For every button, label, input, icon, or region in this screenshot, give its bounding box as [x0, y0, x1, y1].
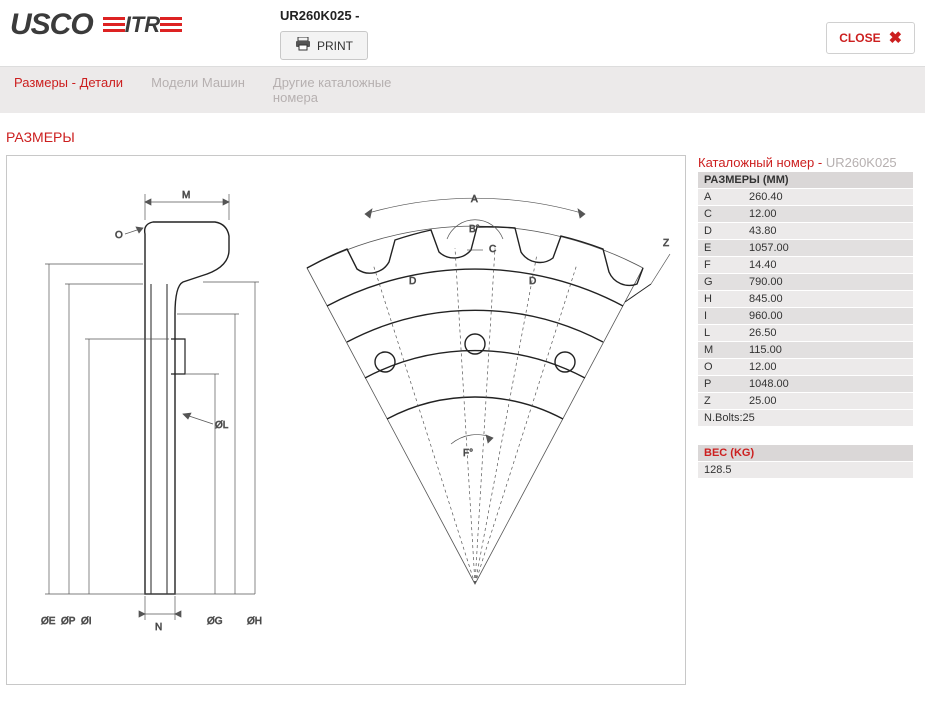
- logo-block: USCO ITR: [10, 8, 280, 42]
- spec-value: 960.00: [743, 308, 913, 325]
- spec-value: 1048.00: [743, 376, 913, 393]
- print-button[interactable]: PRINT: [280, 31, 368, 60]
- table-row: Z25.00: [698, 393, 913, 410]
- spec-key: E: [698, 240, 743, 257]
- table-row: G790.00: [698, 274, 913, 291]
- dim-phiL: ØL: [215, 420, 229, 431]
- spec-key: Z: [698, 393, 743, 410]
- tab-machines[interactable]: Модели Машин: [137, 67, 259, 113]
- spec-value: 25.00: [743, 393, 913, 410]
- dim-C: C: [489, 244, 496, 255]
- table-row: I960.00: [698, 308, 913, 325]
- dim-B: B°: [469, 224, 480, 235]
- technical-diagram: M O ØE ØP ØI: [6, 155, 686, 685]
- dim-D1: D: [409, 276, 416, 287]
- logo-itr: ITR: [103, 12, 182, 38]
- weight-block: ВЕС (KG) 128.5: [698, 445, 913, 478]
- spec-value: 1057.00: [743, 240, 913, 257]
- spec-key: A: [698, 189, 743, 206]
- stripes-icon: [103, 15, 125, 35]
- table-row: L26.50: [698, 325, 913, 342]
- spec-value: 845.00: [743, 291, 913, 308]
- table-row: M115.00: [698, 342, 913, 359]
- table-row: C12.00: [698, 206, 913, 223]
- table-row: O12.00: [698, 359, 913, 376]
- spec-key: C: [698, 206, 743, 223]
- close-button[interactable]: CLOSE ✖: [826, 22, 915, 54]
- spec-key: H: [698, 291, 743, 308]
- printer-icon: [295, 37, 311, 54]
- part-code: UR260K025 -: [280, 8, 826, 31]
- spec-value: 14.40: [743, 257, 913, 274]
- spec-footer: N.Bolts:25: [698, 410, 913, 427]
- catalog-label: Каталожный номер -: [698, 155, 826, 170]
- print-label: PRINT: [317, 39, 353, 53]
- dim-F: F°: [463, 448, 473, 459]
- table-row: P1048.00: [698, 376, 913, 393]
- spec-key: G: [698, 274, 743, 291]
- spec-header: РАЗМЕРЫ (ММ): [698, 172, 913, 189]
- logo-usco: USCO: [10, 8, 93, 42]
- table-row: F14.40: [698, 257, 913, 274]
- dim-phiE: ØE: [41, 616, 56, 627]
- tabs: Размеры - Детали Модели Машин Другие кат…: [0, 66, 925, 113]
- spec-key: O: [698, 359, 743, 376]
- close-icon: ✖: [889, 28, 902, 48]
- tab-dimensions[interactable]: Размеры - Детали: [0, 67, 137, 113]
- spec-key: P: [698, 376, 743, 393]
- spec-key: I: [698, 308, 743, 325]
- dim-M: M: [182, 190, 190, 201]
- dim-phiP: ØP: [61, 616, 76, 627]
- dim-phiG: ØG: [207, 616, 223, 627]
- spec-value: 26.50: [743, 325, 913, 342]
- dim-phiI: ØI: [81, 616, 92, 627]
- dim-N: N: [155, 622, 162, 633]
- spec-value: 115.00: [743, 342, 913, 359]
- spec-value: 12.00: [743, 359, 913, 376]
- spec-key: F: [698, 257, 743, 274]
- table-row: H845.00: [698, 291, 913, 308]
- spec-key: L: [698, 325, 743, 342]
- spec-value: 43.80: [743, 223, 913, 240]
- stripes-icon: [160, 15, 182, 35]
- weight-header: ВЕС (KG): [698, 445, 913, 462]
- spec-key: M: [698, 342, 743, 359]
- dim-O: O: [115, 230, 123, 241]
- spec-key: D: [698, 223, 743, 240]
- logo-itr-text: ITR: [125, 12, 160, 38]
- table-row: A260.40: [698, 189, 913, 206]
- dim-phiH: ØH: [247, 616, 262, 627]
- spec-value: 790.00: [743, 274, 913, 291]
- catalog-title: Каталожный номер - UR260K025: [698, 155, 913, 170]
- spec-value: 260.40: [743, 189, 913, 206]
- weight-value: 128.5: [698, 462, 913, 478]
- dim-D2: D: [529, 276, 536, 287]
- tab-other-catalog[interactable]: Другие каталожные номера: [259, 67, 419, 113]
- spec-table: РАЗМЕРЫ (ММ) A260.40C12.00D43.80E1057.00…: [698, 172, 913, 427]
- table-row: D43.80: [698, 223, 913, 240]
- table-row: E1057.00: [698, 240, 913, 257]
- catalog-code: UR260K025: [826, 155, 897, 170]
- dim-Z: Z: [663, 238, 669, 249]
- close-label: CLOSE: [839, 31, 880, 45]
- spec-value: 12.00: [743, 206, 913, 223]
- dim-A: A: [471, 194, 478, 205]
- section-title: РАЗМЕРЫ: [0, 113, 925, 155]
